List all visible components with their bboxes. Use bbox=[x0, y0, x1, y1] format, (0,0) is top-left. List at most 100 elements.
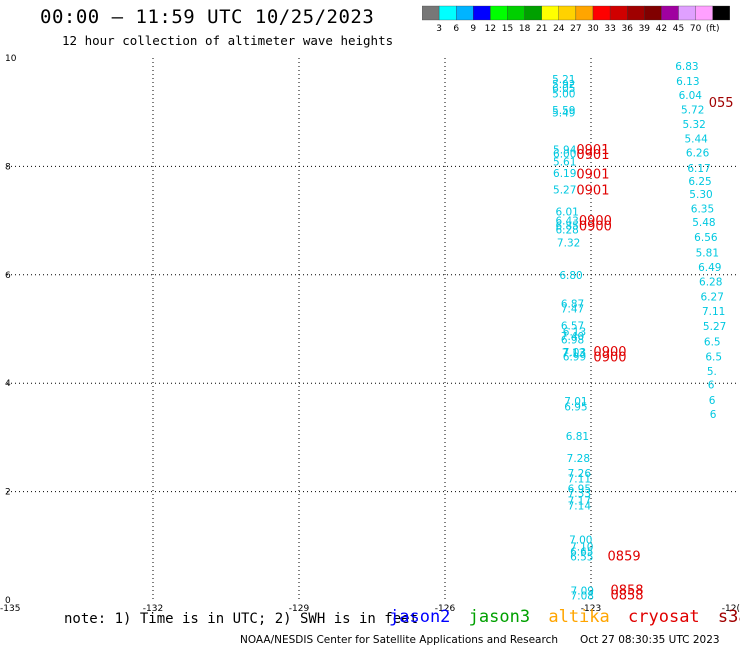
time-label: 0858 bbox=[610, 584, 643, 599]
x-tick-label: -132 bbox=[143, 604, 163, 614]
wave-height-label: 6.95 bbox=[568, 484, 591, 496]
colorbar-label: 12 bbox=[485, 24, 496, 34]
time-label: 0900 bbox=[579, 214, 612, 229]
wave-height-label: 6.05 bbox=[552, 83, 575, 95]
wave-height-label: 7.10 bbox=[570, 542, 593, 554]
wave-height-label: 6.17 bbox=[687, 163, 710, 175]
wave-height-label: 7.40 bbox=[561, 331, 584, 343]
wave-height-label: 6.13 bbox=[676, 76, 699, 88]
y-tick-label: 2 bbox=[5, 488, 11, 498]
wave-height-label: 5.94 bbox=[553, 144, 577, 156]
wave-height-label: 6 bbox=[709, 395, 716, 407]
colorbar-label: 9 bbox=[470, 24, 476, 34]
colorbar-label: 36 bbox=[621, 24, 633, 34]
generated-timestamp: Oct 27 08:30:35 UTC 2023 bbox=[580, 634, 720, 646]
legend-altika: altika bbox=[548, 607, 610, 627]
legend-s3a: s3a bbox=[717, 607, 740, 627]
wave-height-label: 5.44 bbox=[684, 134, 708, 146]
colorbar-label: 18 bbox=[519, 24, 531, 34]
wave-height-label: 7.33 bbox=[568, 488, 591, 500]
wave-height-label: 6 bbox=[708, 380, 715, 392]
wave-height-label: 7.26 bbox=[568, 468, 592, 480]
colorbar-label: 6 bbox=[453, 24, 459, 34]
time-label: 0900 bbox=[593, 351, 626, 366]
wave-height-label: 7.08 bbox=[571, 590, 594, 602]
wave-height-label: 6.01 bbox=[555, 207, 578, 219]
wave-height-label: 5. bbox=[707, 366, 717, 378]
footnote: note: 1) Time is in UTC; 2) SWH is in fe… bbox=[64, 611, 419, 627]
legend-jason3: jason3 bbox=[468, 607, 531, 627]
colorbar-label: 39 bbox=[639, 24, 651, 34]
y-tick-label: 6 bbox=[5, 271, 11, 281]
wave-height-label: 6.26 bbox=[686, 148, 710, 160]
colorbar-label: 21 bbox=[536, 24, 547, 34]
wave-height-label: 5.30 bbox=[689, 189, 712, 201]
wave-height-label: 6.35 bbox=[691, 203, 714, 215]
wave-height-label: 5.49 bbox=[552, 108, 575, 120]
time-label: 0900 bbox=[579, 219, 612, 234]
wave-height-label: 6.99 bbox=[563, 351, 586, 363]
wave-height-label: 6.87 bbox=[561, 298, 584, 310]
legend-cryosat: cryosat bbox=[628, 607, 700, 627]
colorbar-label: 30 bbox=[587, 24, 599, 34]
wave-height-label: 7.09 bbox=[571, 586, 594, 598]
chart-title: 00:00 – 11:59 UTC 10/25/2023 bbox=[40, 6, 375, 28]
time-label: 0901 bbox=[576, 184, 609, 199]
wave-height-label: 6.65 bbox=[570, 547, 593, 559]
wave-height-label: 6 bbox=[710, 409, 717, 421]
y-tick-label: 10 bbox=[5, 54, 17, 64]
time-label: 0859 bbox=[608, 549, 641, 564]
legend-jason2: jason2 bbox=[389, 607, 451, 627]
time-label: 0901 bbox=[576, 148, 609, 163]
wave-height-label: 6.55 bbox=[570, 551, 593, 563]
wave-height-label: 7.47 bbox=[561, 304, 584, 316]
wave-height-label: 5.32 bbox=[682, 119, 705, 131]
wave-height-label: 5.81 bbox=[696, 247, 719, 259]
wave-height-label: 7.11 bbox=[568, 473, 591, 485]
x-tick-label: -135 bbox=[0, 604, 20, 614]
wave-height-label: 6.43 bbox=[555, 215, 578, 227]
wave-height-label: 6.04 bbox=[679, 90, 703, 102]
wave-height-label: 5.72 bbox=[681, 104, 704, 116]
wave-height-label: 7.17 bbox=[568, 496, 591, 508]
time-label: 055 bbox=[709, 96, 734, 111]
wave-height-label: 5.48 bbox=[692, 217, 715, 229]
wave-height-label: 5.59 bbox=[552, 105, 575, 117]
wave-height-label: 6.80 bbox=[559, 270, 582, 282]
wave-height-label: 7.32 bbox=[557, 238, 580, 250]
x-tick-label: -123 bbox=[581, 604, 601, 614]
colorbar-label: 70 bbox=[690, 24, 702, 34]
wave-height-label: 6.57 bbox=[561, 321, 584, 333]
wave-height-label: 7.11 bbox=[702, 306, 725, 318]
y-tick-label: 4 bbox=[5, 379, 11, 389]
chart-subtitle: 12 hour collection of altimeter wave hei… bbox=[62, 33, 394, 48]
wave-height-label: 6.5 bbox=[705, 351, 722, 363]
x-tick-label: -12( bbox=[722, 604, 740, 614]
wave-height-label: 5.27 bbox=[553, 185, 576, 197]
wave-height-label: 7.00 bbox=[569, 535, 592, 547]
wave-height-label: 6.13 bbox=[563, 327, 586, 339]
wave-height-label: 6.56 bbox=[694, 232, 718, 244]
wave-height-colorbar: 3 6 9 12 15 18 21 24 27 30 33 36 39 42 45 70 (ft) bbox=[422, 5, 730, 34]
colorbar-label: (ft) bbox=[706, 24, 720, 34]
colorbar-label: 27 bbox=[570, 24, 581, 34]
wave-height-label: 7.14 bbox=[568, 500, 592, 512]
wave-height-label: 6.00 bbox=[553, 149, 576, 161]
wave-height-label: 6.5 bbox=[704, 336, 721, 348]
wave-height-label: 5.92 bbox=[552, 79, 575, 91]
wave-height-label: 6.95 bbox=[564, 401, 587, 413]
time-label: 0900 bbox=[593, 345, 626, 360]
wave-height-label: 7.13 bbox=[562, 348, 585, 360]
colorbar-label: 15 bbox=[502, 24, 513, 34]
x-tick-label: -129 bbox=[289, 604, 310, 614]
colorbar-swatch bbox=[712, 5, 730, 21]
satellite-legend: jason2 jason3 altika cryosat s3a bbox=[389, 607, 740, 627]
wave-height-label: 6.27 bbox=[701, 291, 724, 303]
wave-height-label: 6.49 bbox=[698, 262, 721, 274]
colorbar-label: 3 bbox=[436, 24, 442, 34]
time-label: 0901 bbox=[576, 143, 609, 158]
wave-height-label: 6.25 bbox=[688, 176, 711, 188]
wave-height-label: 5.21 bbox=[552, 74, 575, 86]
colorbar-label: 33 bbox=[604, 24, 615, 34]
colorbar-label: 45 bbox=[673, 24, 684, 34]
